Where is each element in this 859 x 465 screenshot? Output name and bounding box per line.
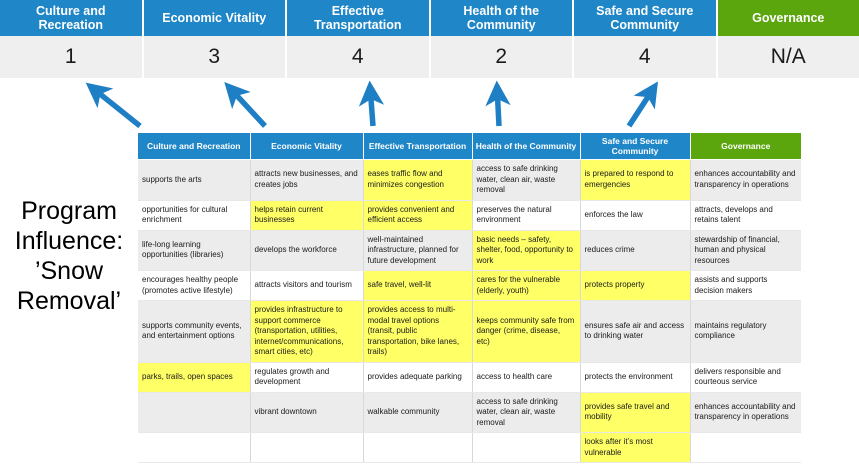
table-cell: [363, 432, 473, 463]
scorecard-strip: Culture and Recreation Economic Vitality…: [0, 0, 859, 78]
table-cell: well-maintained infrastructure, planned …: [363, 230, 473, 271]
scorecard-value-row: 1 3 4 2 4 N/A: [0, 36, 859, 78]
table-cell: access to safe drinking water, clean air…: [472, 159, 581, 201]
table-row: looks after it’s most vulnerable: [138, 432, 801, 463]
arrow-culture-and-recreation: [85, 82, 142, 129]
table-cell: ensures safe air and access to drinking …: [580, 300, 691, 363]
caption-line-1: Program: [21, 197, 117, 225]
table-cell: basic needs – safety, shelter, food, opp…: [472, 230, 581, 271]
arrow-effective-transportation: [358, 80, 385, 127]
table-cell: encourages healthy people (promotes acti…: [138, 270, 251, 301]
scorecard-value-governance: N/A: [717, 36, 859, 78]
scorecard-header-governance[interactable]: Governance: [717, 0, 859, 36]
table-cell: [138, 432, 251, 463]
table-cell: cares for the vulnerable (elderly, youth…: [472, 270, 581, 301]
table-row: parks, trails, open spaces regulates grow…: [138, 362, 801, 393]
table-cell: [250, 432, 364, 463]
influence-header-effective-transportation[interactable]: Effective Transportation: [363, 133, 473, 160]
arrow-layer: [85, 80, 658, 129]
table-cell: attracts, develops and retains talent: [690, 200, 801, 231]
table-cell: access to health care: [472, 362, 581, 393]
table-cell: enhances accountability and transparency…: [690, 392, 801, 433]
table-cell: provides adequate parking: [363, 362, 473, 393]
scorecard-header-label: Economic Vitality: [162, 11, 267, 25]
table-cell: walkable community: [363, 392, 473, 433]
table-cell: [690, 432, 801, 463]
scorecard-header-effective-transportation[interactable]: Effective Transportation: [287, 0, 431, 36]
program-influence-caption: Program Influence: ’Snow Removal’: [2, 196, 136, 316]
arrow-safe-and-secure-community: [626, 81, 658, 128]
table-cell: enhances accountability and transparency…: [690, 159, 801, 201]
scorecard-header-label: Health of the Community: [463, 4, 540, 32]
scorecard-header-row: Culture and Recreation Economic Vitality…: [0, 0, 859, 36]
table-row: encourages healthy people (promotes acti…: [138, 270, 801, 301]
table-cell: provides infrastructure to support comme…: [250, 300, 364, 363]
table-cell: [138, 392, 251, 433]
table-cell: access to safe drinking water, clean air…: [472, 392, 581, 433]
table-cell: protects property: [580, 270, 691, 301]
table-cell: keeps community safe from danger (crime,…: [472, 300, 581, 363]
table-cell: enforces the law: [580, 200, 691, 231]
table-cell: regulates growth and development: [250, 362, 364, 393]
table-cell: provides access to multi-modal travel op…: [363, 300, 473, 363]
table-cell: opportunities for cultural enrichment: [138, 200, 251, 231]
caption-line-3: ’Snow: [34, 257, 104, 285]
table-cell: provides safe travel and mobility: [580, 392, 691, 433]
table-cell: attracts new businesses, and creates job…: [250, 159, 364, 201]
scorecard-value-culture-and-recreation: 1: [0, 36, 144, 78]
influence-header-economic-vitality[interactable]: Economic Vitality: [250, 133, 364, 160]
table-cell: supports community events, and entertain…: [138, 300, 251, 363]
table-cell: attracts visitors and tourism: [250, 270, 364, 301]
influence-header-governance[interactable]: Governance: [690, 133, 801, 160]
scorecard-value-safe-and-secure-community: 4: [574, 36, 718, 78]
table-cell: eases traffic flow and minimizes congest…: [363, 159, 473, 201]
scorecard-header-label: Governance: [752, 11, 825, 25]
arrow-economic-vitality: [224, 81, 268, 128]
table-cell: stewardship of financial, human and phys…: [690, 230, 801, 271]
table-cell: helps retain current businesses: [250, 200, 364, 231]
scorecard-header-culture-and-recreation[interactable]: Culture and Recreation: [0, 0, 144, 36]
influence-table-header-row: Culture and Recreation Economic Vitality…: [138, 133, 801, 160]
table-cell: parks, trails, open spaces: [138, 362, 251, 393]
table-cell: is prepared to respond to emergencies: [580, 159, 691, 201]
influence-table-body: supports the arts attracts new businesses…: [138, 159, 801, 463]
caption-line-4: Removal’: [16, 287, 122, 315]
table-cell: reduces crime: [580, 230, 691, 271]
scorecard-header-economic-vitality[interactable]: Economic Vitality: [143, 0, 287, 36]
table-cell: delivers responsible and courteous servi…: [690, 362, 801, 393]
table-row: vibrant downtown walkable community access…: [138, 392, 801, 433]
table-cell: safe travel, well-lit: [363, 270, 473, 301]
table-row: supports the arts attracts new businesses…: [138, 159, 801, 201]
scorecard-header-label: Effective Transportation: [313, 4, 402, 32]
table-row: opportunities for cultural enrichment hel…: [138, 200, 801, 231]
scorecard-value-health-of-the-community: 2: [430, 36, 574, 78]
table-cell: [472, 432, 581, 463]
scorecard-header-health-of-the-community[interactable]: Health of the Community: [430, 0, 574, 36]
table-cell: assists and supports decision makers: [690, 270, 801, 301]
scorecard-value-economic-vitality: 3: [143, 36, 287, 78]
table-cell: protects the environment: [580, 362, 691, 393]
influence-header-culture-and-recreation[interactable]: Culture and Recreation: [138, 133, 251, 160]
arrow-health-of-the-community: [485, 80, 511, 127]
table-cell: vibrant downtown: [250, 392, 364, 433]
table-cell: looks after it’s most vulnerable: [580, 432, 691, 463]
scorecard-header-label: Safe and Secure Community: [596, 4, 694, 32]
table-row: supports community events, and entertain…: [138, 300, 801, 363]
influence-header-safe-and-secure-community[interactable]: Safe and Secure Community: [580, 133, 691, 160]
scorecard-header-safe-and-secure-community[interactable]: Safe and Secure Community: [574, 0, 718, 36]
table-cell: provides convenient and efficient access: [363, 200, 473, 231]
caption-line-2: Influence:: [14, 227, 124, 255]
table-row: life-long learning opportunities (librar…: [138, 230, 801, 271]
table-cell: develops the workforce: [250, 230, 364, 271]
scorecard-header-label: Culture and Recreation: [36, 4, 106, 32]
table-cell: life-long learning opportunities (librar…: [138, 230, 251, 271]
scorecard-value-effective-transportation: 4: [287, 36, 431, 78]
influence-table: Culture and Recreation Economic Vitality…: [138, 133, 801, 463]
table-cell: maintains regulatory compliance: [690, 300, 801, 363]
table-cell: supports the arts: [138, 159, 251, 201]
influence-header-health-of-the-community[interactable]: Health of the Community: [472, 133, 581, 160]
table-cell: preserves the natural environment: [472, 200, 581, 231]
